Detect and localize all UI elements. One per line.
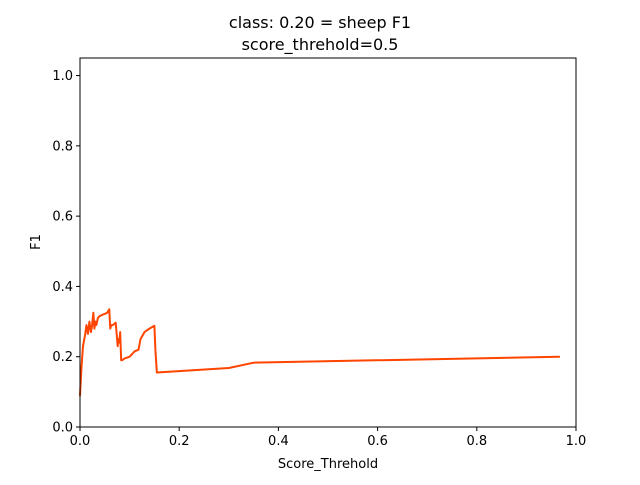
x-tick-label: 0.0 <box>70 434 91 449</box>
x-tick-label: 0.6 <box>367 434 388 449</box>
plot-background <box>80 58 576 427</box>
chart-title-line-2: score_threhold=0.5 <box>242 35 399 55</box>
plot-frame <box>79 57 577 428</box>
chart-title-line-1: class: 0.20 = sheep F1 <box>229 13 411 32</box>
x-axis-label: Score_Threhold <box>278 457 378 472</box>
x-tick-label: 1.0 <box>566 434 587 449</box>
y-tick-label: 0.8 <box>52 139 73 154</box>
y-tick-label: 0.0 <box>52 421 73 436</box>
y-axis-label: F1 <box>29 234 44 250</box>
y-tick-label: 0.6 <box>52 210 73 225</box>
x-tick-label: 0.2 <box>169 434 190 449</box>
plot-area <box>80 58 576 427</box>
x-axis-ticks: 0.0 0.2 0.4 0.6 0.8 1.0 <box>70 427 587 449</box>
y-tick-label: 1.0 <box>52 69 73 84</box>
series-line-0 <box>79 308 561 397</box>
series-layer <box>79 57 577 428</box>
y-tick-label: 0.4 <box>52 280 73 295</box>
x-tick-label: 0.8 <box>466 434 487 449</box>
x-tick-label: 0.4 <box>268 434 289 449</box>
y-tick-label: 0.2 <box>52 350 73 365</box>
y-axis-ticks: 0.0 0.2 0.4 0.6 0.8 1.0 <box>52 69 80 436</box>
